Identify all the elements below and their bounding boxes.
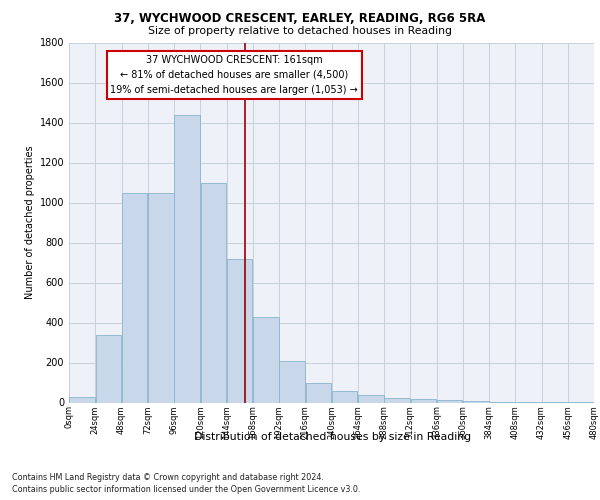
Bar (463, 400, 488, 402)
Bar (437, 400, 463, 402)
Bar (227, 258, 253, 402)
Bar (280, 360, 305, 403)
Text: Contains public sector information licensed under the Open Government Licence v3: Contains public sector information licen… (12, 485, 361, 494)
Text: 37 WYCHWOOD CRESCENT: 161sqm
← 81% of detached houses are smaller (4,500)
19% of: 37 WYCHWOOD CRESCENT: 161sqm ← 81% of de… (110, 55, 358, 94)
Bar (358, 394, 383, 402)
Bar (95, 334, 121, 402)
Bar (253, 316, 278, 402)
Bar (148, 192, 173, 402)
Text: Size of property relative to detached houses in Reading: Size of property relative to detached ho… (148, 26, 452, 36)
Bar (122, 192, 148, 402)
Bar (385, 398, 410, 402)
Bar (70, 396, 95, 402)
Bar (200, 182, 226, 402)
Text: Distribution of detached houses by size in Reading: Distribution of detached houses by size … (194, 432, 472, 442)
Bar (175, 114, 200, 403)
Bar (332, 390, 358, 402)
Bar (305, 382, 331, 402)
Text: 37, WYCHWOOD CRESCENT, EARLEY, READING, RG6 5RA: 37, WYCHWOOD CRESCENT, EARLEY, READING, … (115, 12, 485, 24)
Bar (410, 398, 436, 402)
Y-axis label: Number of detached properties: Number of detached properties (25, 146, 35, 300)
Text: Contains HM Land Registry data © Crown copyright and database right 2024.: Contains HM Land Registry data © Crown c… (12, 472, 324, 482)
